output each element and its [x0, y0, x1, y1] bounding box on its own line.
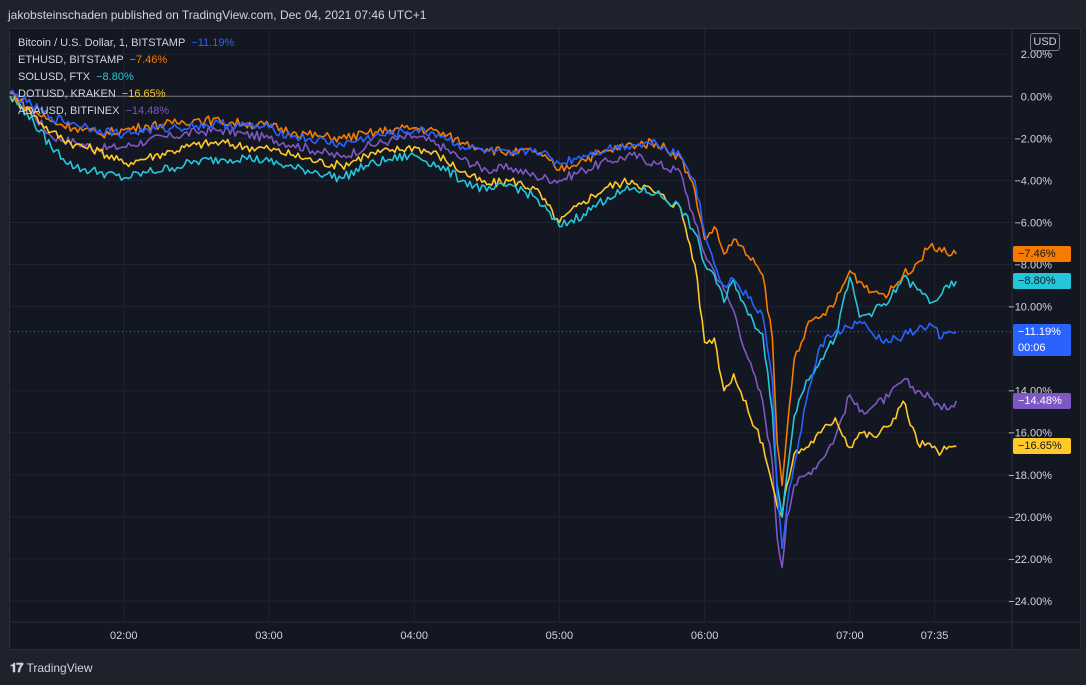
price-tag-value: −14.48%: [1018, 394, 1062, 407]
series-line[interactable]: [9, 95, 957, 518]
price-tag-value: −7.46%: [1018, 248, 1056, 260]
price-tag-value: −8.80%: [1018, 275, 1056, 288]
y-tick-label: −4.00%: [1014, 175, 1052, 187]
series-line[interactable]: [9, 91, 958, 569]
tradingview-mark-icon: 𝟏𝟕: [10, 660, 24, 675]
series-lines: [9, 89, 958, 569]
x-tick-label: 07:35: [921, 630, 949, 642]
bottom-bar: [0, 650, 1086, 685]
x-tick-label: 05:00: [546, 630, 574, 642]
series-line[interactable]: [9, 89, 957, 550]
x-axis[interactable]: 02:00 03:00 04:00 05:00 06:00 07:00 07:35: [110, 630, 948, 642]
x-tick-label: 03:00: [255, 630, 283, 642]
y-tick-label: −24.00%: [1008, 596, 1052, 608]
y-tick-label: 0.00%: [1021, 91, 1052, 103]
legend-series-name: ETHUSD, BITSTAMP: [18, 54, 124, 66]
legend-item[interactable]: ADAUSD, BITFINEX −14.48%: [18, 103, 234, 120]
x-tick-label: 04:00: [400, 630, 428, 642]
price-tag: −8.80%: [1013, 273, 1071, 290]
x-tick-label: 06:00: [691, 630, 719, 642]
y-tick-label: −10.00%: [1008, 302, 1052, 314]
tradingview-logo[interactable]: 𝟏𝟕 TradingView: [10, 660, 93, 676]
y-tick-label: −18.00%: [1008, 470, 1052, 482]
legend-item[interactable]: DOTUSD, KRAKEN −16.65%: [18, 86, 234, 103]
price-tag: −16.65%: [1013, 438, 1071, 455]
published-info: jakobsteinschaden published on TradingVi…: [8, 8, 427, 22]
legend-item[interactable]: ETHUSD, BITSTAMP −7.46%: [18, 52, 234, 69]
legend-series-name: SOLUSD, FTX: [18, 71, 91, 83]
y-tick-label: −20.00%: [1008, 512, 1052, 524]
tradingview-brand: TradingView: [26, 661, 93, 675]
legend-item[interactable]: Bitcoin / U.S. Dollar, 1, BITSTAMP −11.19…: [18, 35, 234, 52]
y-tick-label: −16.00%: [1008, 428, 1052, 440]
legend-series-change: −11.19%: [191, 37, 235, 49]
y-tick-label: 2.00%: [1021, 49, 1052, 61]
y-tick-label: −22.00%: [1008, 554, 1052, 566]
series-line[interactable]: [9, 95, 958, 518]
price-tag-value: −16.65%: [1018, 440, 1062, 453]
price-tag-countdown: 00:06: [1018, 341, 1046, 354]
currency-button[interactable]: USD: [1030, 33, 1060, 51]
y-tick-label: −6.00%: [1014, 217, 1052, 229]
legend-series-change: −14.48%: [125, 105, 170, 117]
price-tag: −11.19% 00:06: [1013, 323, 1071, 356]
price-tag-value: −11.19%: [1018, 325, 1061, 338]
price-tag: −14.48%: [1013, 392, 1071, 409]
y-tick-label: −8.00%: [1014, 260, 1052, 272]
legend-series-change: −8.80%: [96, 71, 134, 83]
legend-series-change: −7.46%: [129, 54, 168, 66]
x-tick-label: 07:00: [836, 630, 864, 642]
reference-lines: [10, 95, 1012, 333]
x-tick-label: 02:00: [110, 630, 138, 642]
legend-series-change: −16.65%: [121, 88, 166, 100]
legend-series-name: DOTUSD, KRAKEN: [18, 88, 116, 100]
legend: Bitcoin / U.S. Dollar, 1, BITSTAMP −11.19…: [18, 35, 234, 120]
price-tag: −7.46%: [1013, 246, 1071, 262]
legend-series-name: Bitcoin / U.S. Dollar, 1, BITSTAMP: [18, 37, 186, 49]
y-tick-label: −2.00%: [1014, 133, 1052, 145]
legend-item[interactable]: SOLUSD, FTX −8.80%: [18, 69, 234, 86]
top-bar: jakobsteinschaden published on TradingVi…: [0, 0, 1086, 28]
legend-series-name: ADAUSD, BITFINEX: [18, 105, 120, 117]
